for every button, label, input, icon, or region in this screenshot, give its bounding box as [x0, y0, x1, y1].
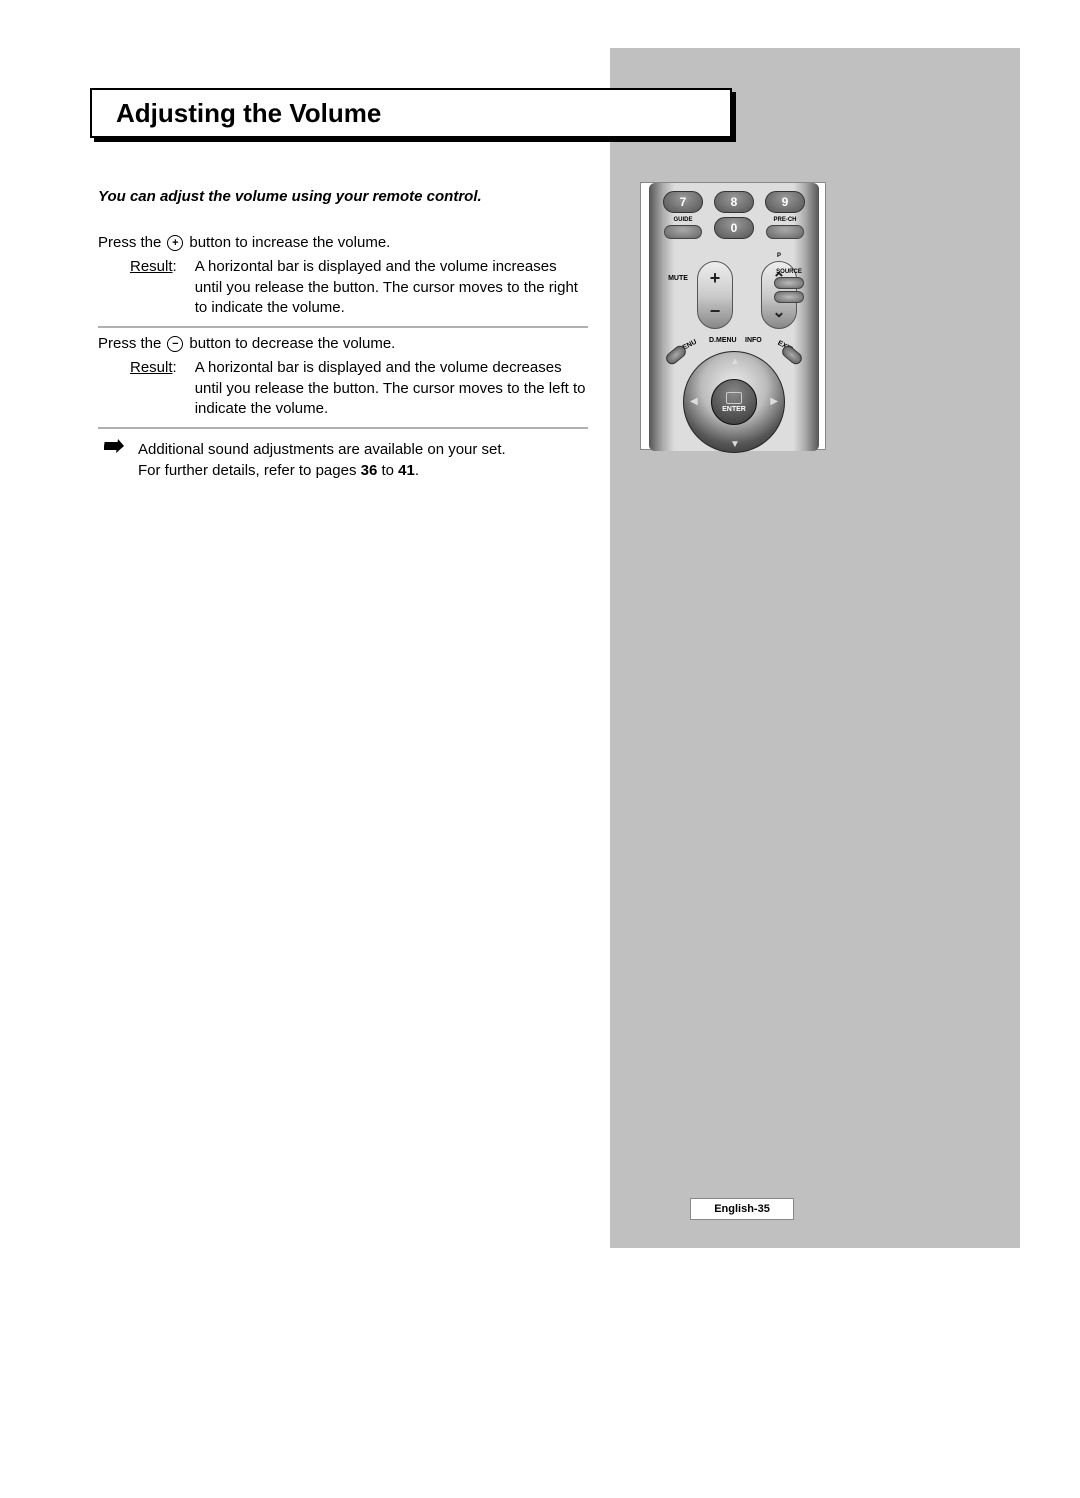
- note-page-from: 36: [361, 462, 378, 479]
- remote-body: 7 8 9 GUIDE 0 PRE-CH MUTE P: [649, 183, 819, 451]
- note-arrow-icon: [104, 439, 126, 481]
- remote-btn-exit: [780, 343, 805, 366]
- dpad-zone: MENU D.MENU INFO EXIT ▲ ▼ ◀ ▶ ENTER: [649, 339, 819, 451]
- step1-result: A horizontal bar is displayed and the vo…: [195, 257, 588, 318]
- remote-btn-prech: [766, 225, 804, 239]
- remote-btn-0: 0: [714, 217, 754, 239]
- enter-icon: [726, 392, 742, 404]
- result-label: Result: [130, 258, 173, 275]
- remote-btn-7: 7: [663, 191, 703, 213]
- plus-icon: +: [167, 235, 183, 251]
- source-label: SOURCE: [773, 269, 805, 275]
- remote-btn-8: 8: [714, 191, 754, 213]
- volume-up-icon: [698, 262, 732, 295]
- enter-button: ENTER: [711, 379, 757, 425]
- dpad-up-icon: ▲: [730, 356, 740, 367]
- remote-btn-extra: [774, 291, 804, 303]
- prech-label: PRE-CH: [773, 217, 796, 223]
- guide-label: GUIDE: [673, 217, 692, 223]
- dmenu-label: D.MENU: [709, 337, 737, 344]
- step2-result: A horizontal bar is displayed and the vo…: [195, 358, 588, 419]
- note-line2c: .: [415, 462, 419, 479]
- note-line2b: to: [377, 462, 398, 479]
- content-region: You can adjust the volume using your rem…: [98, 188, 588, 481]
- p-label: P: [761, 253, 797, 259]
- remote-btn-source: [774, 277, 804, 289]
- remote-illustration: 7 8 9 GUIDE 0 PRE-CH MUTE P: [640, 182, 826, 450]
- dpad-left-icon: ◀: [690, 396, 698, 407]
- page-number: English-35: [690, 1198, 794, 1220]
- note-page-to: 41: [398, 462, 415, 479]
- note-line2a: For further details, refer to pages: [138, 462, 361, 479]
- note: Additional sound adjustments are availab…: [98, 429, 588, 481]
- dpad-down-icon: ▼: [730, 439, 740, 450]
- page-title-frame: Adjusting the Volume: [90, 88, 732, 138]
- intro-text: You can adjust the volume using your rem…: [98, 188, 588, 205]
- mute-label: MUTE: [663, 275, 693, 282]
- step1-post: button to increase the volume.: [189, 233, 390, 253]
- remote-btn-9: 9: [765, 191, 805, 213]
- step2-post: button to decrease the volume.: [189, 334, 395, 354]
- step1-pre: Press the: [98, 233, 161, 253]
- info-label: INFO: [745, 337, 762, 344]
- note-line1: Additional sound adjustments are availab…: [138, 441, 506, 458]
- step-increase: Press the + button to increase the volum…: [98, 227, 588, 328]
- volume-down-icon: [698, 295, 732, 328]
- remote-btn-guide: [664, 225, 702, 239]
- result-label: Result: [130, 359, 173, 376]
- minus-icon: −: [167, 336, 183, 352]
- page-title: Adjusting the Volume: [116, 98, 381, 129]
- step-decrease: Press the − button to decrease the volum…: [98, 328, 588, 429]
- dpad-right-icon: ▶: [770, 396, 778, 407]
- volume-rocker: [697, 261, 733, 329]
- enter-label: ENTER: [722, 406, 746, 413]
- step2-pre: Press the: [98, 334, 161, 354]
